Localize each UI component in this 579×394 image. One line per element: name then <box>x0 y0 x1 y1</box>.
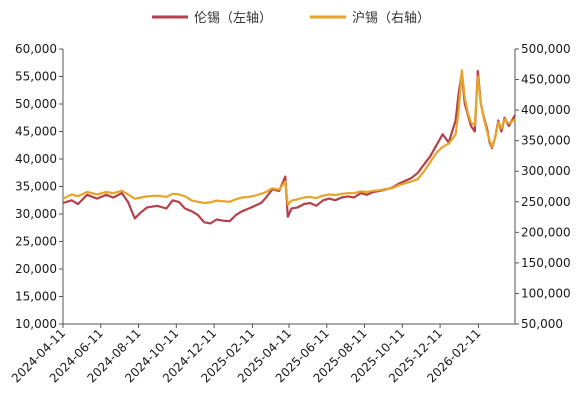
left-y-tick-label: 10,000 <box>15 317 57 331</box>
left-y-tick-label: 50,000 <box>15 97 57 111</box>
right-y-tick-label: 150,000 <box>521 256 571 270</box>
left-y-tick-label: 15,000 <box>15 290 57 304</box>
series-line-shfe-tin <box>62 69 516 206</box>
legend-label-shfe-tin: 沪锡（右轴） <box>352 10 430 26</box>
right-y-tick-label: 500,000 <box>521 42 571 56</box>
left-y-tick-label: 25,000 <box>15 235 57 249</box>
left-y-tick-label: 40,000 <box>15 152 57 166</box>
right-y-tick-label: 350,000 <box>521 134 571 148</box>
right-y-tick-label: 250,000 <box>521 195 571 209</box>
left-y-tick-label: 35,000 <box>15 180 57 194</box>
legend-label-lme-tin: 伦锡（左轴） <box>194 11 272 26</box>
left-y-tick-label: 20,000 <box>15 262 57 276</box>
right-y-tick-label: 300,000 <box>521 164 571 178</box>
series-layer <box>62 69 516 225</box>
left-y-tick-label: 60,000 <box>15 42 57 56</box>
left-y-tick-label: 45,000 <box>15 125 57 139</box>
right-y-tick-label: 200,000 <box>521 225 571 239</box>
right-y-tick-label: 100,000 <box>521 286 571 300</box>
legend: 伦锡（左轴） 沪锡（右轴） <box>152 10 430 26</box>
right-y-tick-label: 450,000 <box>521 73 571 87</box>
left-y-tick-label: 30,000 <box>15 207 57 221</box>
series-line-lme-tin <box>62 69 516 225</box>
right-y-tick-label: 50,000 <box>521 317 563 331</box>
right-y-tick-label: 400,000 <box>521 103 571 117</box>
left-y-tick-label: 55,000 <box>15 70 57 84</box>
